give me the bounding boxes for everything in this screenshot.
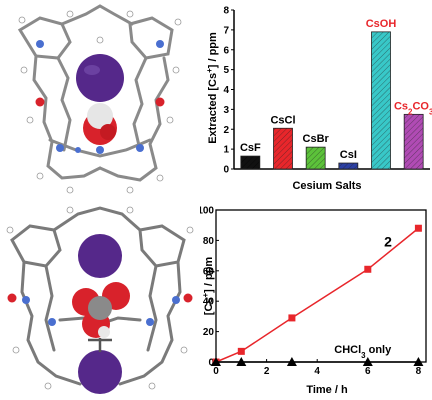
line-chart-frame [215,209,427,363]
line-chart-x-axis-label: Time / h [306,384,348,396]
line-chart-y-tick-label: 100 [200,206,214,217]
bar-chart-y-tick-label: 1 [223,145,229,156]
bar-csbr [305,146,326,170]
series-2-label: 2 [384,233,392,249]
line-chart-axes [215,209,427,363]
bar-label-cs2co3: Cs2CO3 [394,100,432,116]
bar-chart-axes [233,10,430,170]
bar-chart-y-tick-label: 4 [223,85,229,96]
bar-chart-bars [240,31,424,170]
line-chart-series-labels: 2 CHCl3 only [334,233,392,359]
hydrogen-atoms [18,10,182,194]
series-2-point [364,265,372,273]
bar-chart-y-ticks: 0 1 2 3 4 5 6 7 8 [223,6,234,176]
carbonyl-oxygens [7,293,193,303]
cesium-ion-upper [78,234,122,278]
bar-chart-x-axis-label: Cesium Salts [292,180,361,192]
line-chart-x-tick-label: 4 [314,366,320,377]
bar-cscl [273,127,293,170]
hydrogen-atoms [6,206,194,390]
bar-chart-y-tick-label: 5 [223,65,229,76]
bar-csf [240,155,261,170]
bar-label-csi: CsI [340,149,357,161]
line-chart-y-tick-label: 60 [203,266,215,277]
line-chart-series [211,224,424,366]
bar-chart-cs-extraction: 0 1 2 3 4 5 6 7 8 CsF CsCl CsBr CsI CsOH Cs2CO3 Cesiu… [205,6,432,193]
bar-chart-y-tick-label: 2 [223,125,229,136]
bar-label-csbr: CsBr [303,133,330,145]
hydroxide-space-fill [83,103,117,145]
chloroform-carbon [88,338,112,352]
bar-chart-y-tick-label: 0 [223,165,229,176]
cage-frame [17,4,174,182]
line-chart-x-tick-label: 0 [213,366,219,377]
series-chcl3-label: CHCl3 only [334,344,392,360]
bar-csi [338,162,359,170]
line-chart-x-tick-label: 6 [365,366,371,377]
bar-chart-y-tick-label: 7 [223,25,229,36]
series-2-point [288,314,296,322]
bar-chart-y-tick-label: 3 [223,105,229,116]
series-2-point [237,347,245,355]
line-chart-y-tick-label: 20 [203,327,215,338]
bar-chart-y-axis-label: Extracted [Cs+] / ppm [205,32,220,144]
nitrogen-atoms [36,40,164,154]
molecular-structure-cs2co3-complex [6,206,194,394]
line-chart-y-tick-label: 0 [208,358,214,369]
series-chcl3-point [236,357,247,366]
line-chart-x-tick-label: 8 [416,366,422,377]
bar-chart-y-tick-label: 8 [223,6,229,17]
bar-label-cscl: CsCl [270,114,295,126]
series-chcl3-point [413,357,424,366]
line-chart-y-tick-label: 40 [203,297,215,308]
molecular-structure-cs-complex [17,4,182,194]
carbonyl-oxygens [35,97,165,107]
line-chart-y-tick-label: 80 [203,236,215,247]
cesium-ion-lower [78,350,122,394]
bar-csoh [371,31,391,170]
bar-chart-y-tick-label: 6 [223,45,229,56]
series-chcl3-point [362,357,373,366]
cesium-ion [76,54,124,102]
series-chcl3-point [286,357,297,366]
bar-chart-category-labels: CsF CsCl CsBr CsI CsOH Cs2CO3 [240,18,432,161]
bar-cs2co3 [403,113,424,170]
line-chart-y-axis-label: [Cs+] / ppm [201,257,216,316]
series-2-point [414,224,422,232]
series-chcl3-point [211,357,221,366]
line-chart-x-tick-label: 2 [264,366,270,377]
carbonate-space-fill [72,282,130,338]
bar-label-csf: CsF [240,142,261,154]
bar-label-csoh: CsOH [366,18,397,30]
nitrogen-atoms [22,296,180,326]
